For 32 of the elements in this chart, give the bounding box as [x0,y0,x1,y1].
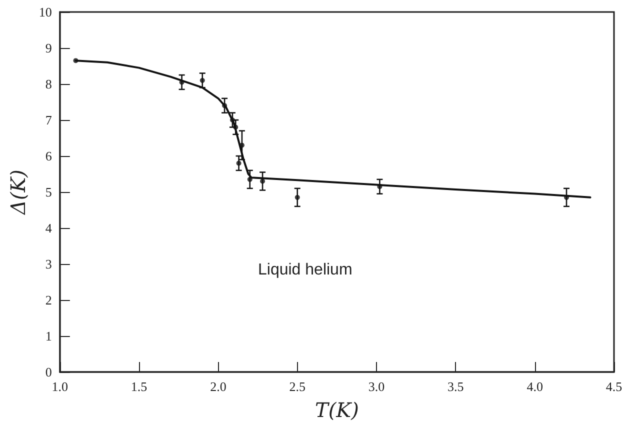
x-tick-label: 3.5 [448,379,464,394]
y-tick-label: 3 [45,256,52,272]
x-tick-label: 4.5 [606,379,622,394]
point [294,194,300,200]
point [179,80,184,85]
x-tick-label: 3.0 [368,379,385,394]
y-tick-label: 6 [45,148,52,164]
x-tick-label: 4.0 [526,379,543,394]
x-tick-label: 2.5 [289,379,306,394]
y-tick-label: 4 [45,220,52,236]
y-tick-label: 0 [45,364,52,380]
y-tick-label: 7 [45,112,52,128]
point [260,178,266,184]
y-tick-label: 2 [45,292,52,308]
y-axis-title: Δ(K) [6,170,30,216]
point [200,78,205,83]
x-tick-label: 1.5 [130,379,148,394]
x-tick-label: 1.0 [52,379,68,394]
y-tick-label: 5 [45,184,52,200]
point [236,160,242,166]
x-tick-label: 2.0 [210,379,226,394]
point [222,103,228,108]
point [233,124,238,130]
y-tick-label: 8 [45,76,52,92]
y-tick-label: 1 [45,328,52,344]
annotation: Liquid helium [258,262,352,278]
point [247,176,252,182]
point [73,58,78,64]
point [230,118,235,122]
y-tick-label: 10 [38,4,52,20]
y-tick-label: 9 [45,40,52,56]
x-axis-title: T(K) [315,398,359,422]
